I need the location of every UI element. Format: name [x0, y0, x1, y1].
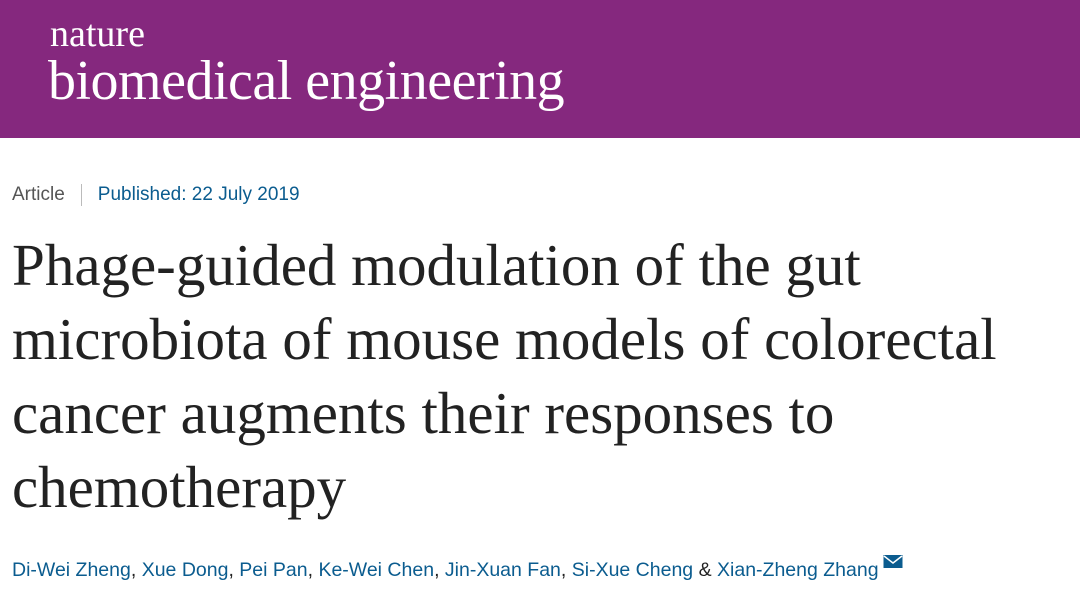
divider [80, 184, 82, 206]
site-header: nature biomedical engineering [0, 0, 1080, 138]
separator: , [228, 559, 234, 581]
author-list: Di-Wei Zheng, Xue Dong, Pei Pan, Ke-Wei … [12, 554, 903, 584]
separator: , [307, 559, 314, 581]
separator: , [130, 559, 137, 581]
published-date: Published: 22 July 2019 [97, 184, 300, 205]
brand-small[interactable]: nature [50, 13, 145, 55]
separator: , [560, 559, 567, 581]
brand-large[interactable]: biomedical engineering [48, 50, 565, 112]
author-link[interactable]: Jin-Xuan Fan [444, 559, 561, 581]
author-link[interactable]: Xian-Zheng Zhang [717, 559, 879, 581]
separator: , [434, 559, 440, 581]
author-link[interactable]: Di-Wei Zheng [12, 559, 131, 581]
conjunction: & [698, 559, 712, 581]
article-type: Article [12, 184, 65, 205]
author-link[interactable]: Xue Dong [141, 559, 229, 581]
author-link[interactable]: Si-Xue Cheng [571, 559, 694, 581]
email-icon[interactable] [883, 554, 903, 570]
author-link[interactable]: Pei Pan [239, 559, 308, 581]
author-link[interactable]: Ke-Wei Chen [318, 559, 435, 581]
article-title: Phage-guided modulation of the gut micro… [12, 232, 997, 520]
article-meta: Article Published: 22 July 2019 [12, 182, 300, 208]
